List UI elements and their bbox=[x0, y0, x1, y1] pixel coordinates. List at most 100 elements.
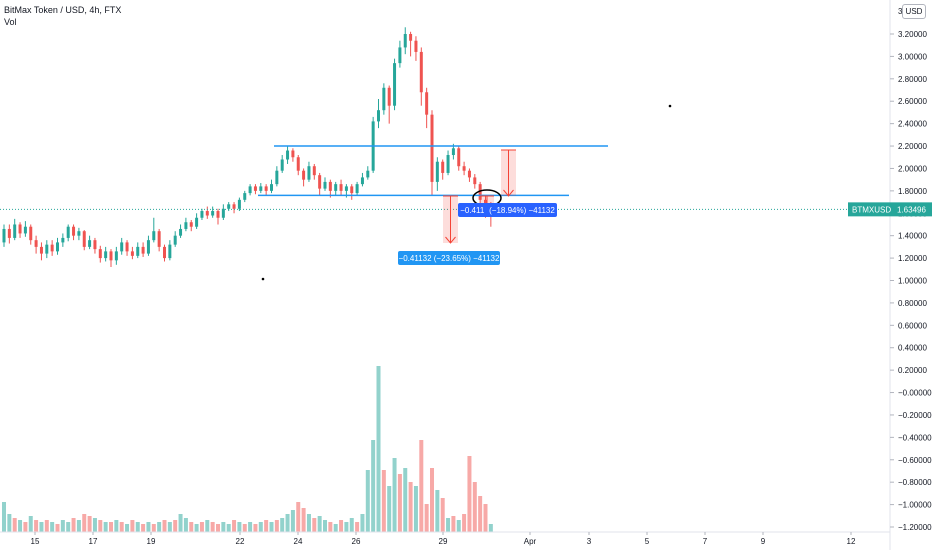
volume-bar bbox=[76, 520, 81, 532]
volume-bar bbox=[376, 366, 381, 532]
candle-body bbox=[2, 228, 6, 243]
volume-bar bbox=[151, 524, 156, 532]
candle-body bbox=[66, 226, 70, 238]
price-tick-label: −0.40000 bbox=[898, 433, 932, 442]
candle-body bbox=[366, 170, 370, 178]
volume-bar bbox=[349, 518, 354, 532]
volume-bar bbox=[2, 502, 6, 532]
volume-bar bbox=[146, 522, 151, 532]
candle-body bbox=[302, 170, 306, 180]
volume-bar bbox=[39, 522, 44, 532]
volume-bar bbox=[339, 520, 344, 532]
volume-bar bbox=[451, 516, 456, 532]
candle-body bbox=[296, 157, 300, 171]
time-tick-label: 15 bbox=[31, 537, 40, 546]
candle-body bbox=[248, 186, 252, 194]
volume-bar bbox=[216, 524, 220, 532]
volume-bar bbox=[483, 504, 488, 532]
candle-body bbox=[205, 211, 209, 216]
candle-body bbox=[446, 155, 450, 173]
volume-bar bbox=[87, 516, 92, 532]
volume-bar bbox=[253, 524, 258, 532]
drawings[interactable]: −0.411 (−18.94%) −41132 −0.41132 (−23.65%… bbox=[0, 104, 890, 281]
price-tick-label: 1.00000 bbox=[898, 277, 927, 286]
measure-down-1-arrow bbox=[445, 236, 456, 244]
volume-bar bbox=[478, 496, 483, 532]
price-tick-label: −0.20000 bbox=[898, 411, 932, 420]
price-tick-label: 0.40000 bbox=[898, 344, 927, 353]
volume-bar bbox=[226, 524, 231, 532]
candle-body bbox=[403, 34, 407, 48]
candle-body bbox=[39, 246, 43, 254]
volume-bar bbox=[333, 524, 338, 532]
currency-button[interactable]: USD bbox=[902, 4, 926, 19]
volume-bar bbox=[301, 508, 306, 532]
volume-bar bbox=[355, 522, 360, 532]
candle-body bbox=[253, 186, 257, 191]
candle-body bbox=[425, 92, 429, 115]
candlesticks bbox=[2, 27, 493, 268]
last-price-tag bbox=[848, 202, 932, 217]
volume-bar bbox=[472, 482, 477, 532]
volume-bar bbox=[157, 522, 162, 532]
volume-bar bbox=[269, 522, 274, 532]
candle-body bbox=[216, 211, 220, 218]
price-tick-label: 0.60000 bbox=[898, 321, 927, 330]
volume-bar bbox=[413, 486, 418, 532]
candle-body bbox=[104, 251, 108, 259]
candle-body bbox=[280, 159, 284, 171]
price-axis[interactable]: 3.20000 3.00000 2.80000 2.60000 2.40000 2.200… bbox=[848, 0, 932, 550]
volume-bar bbox=[23, 522, 28, 532]
candle-body bbox=[291, 150, 295, 158]
candle-body bbox=[56, 242, 59, 252]
volume-bar bbox=[360, 514, 365, 532]
volume-bar bbox=[189, 522, 194, 532]
candle-body bbox=[328, 181, 332, 191]
time-tick-label: 17 bbox=[89, 537, 98, 546]
candle-body bbox=[125, 242, 129, 252]
volume-bar bbox=[467, 456, 472, 532]
price-tick-label: −1.20000 bbox=[898, 523, 932, 532]
last-price-value: 1.63496 bbox=[897, 205, 926, 214]
measure-label-1: −0.411 (−18.94%) −41132 bbox=[460, 206, 555, 215]
volume-bar bbox=[237, 522, 242, 532]
candle-body bbox=[419, 51, 423, 93]
candle-body bbox=[312, 166, 316, 176]
candle-body bbox=[259, 186, 263, 191]
volume-bar bbox=[50, 522, 55, 532]
time-tick-label: 29 bbox=[439, 537, 448, 546]
volume-bar bbox=[221, 522, 226, 532]
candle-body bbox=[339, 184, 343, 191]
volume-bar bbox=[82, 514, 87, 532]
candle-body bbox=[45, 244, 49, 254]
candle-body bbox=[184, 222, 188, 229]
candle-body bbox=[264, 186, 268, 191]
price-tick-label: 2.80000 bbox=[898, 75, 927, 84]
volume-bar bbox=[98, 520, 103, 532]
price-tick-label: −0.80000 bbox=[898, 478, 932, 487]
candle-body bbox=[179, 228, 183, 236]
candle-body bbox=[211, 211, 215, 216]
time-axis[interactable]: 15 17 19 22 24 26 29 Apr 3 5 7 9 12 bbox=[0, 531, 890, 546]
candle-body bbox=[136, 246, 140, 256]
volume-bar bbox=[285, 514, 290, 532]
candle-body bbox=[409, 34, 413, 41]
volume-bar bbox=[12, 518, 17, 532]
candle-body bbox=[157, 231, 161, 247]
candle-body bbox=[360, 177, 364, 185]
volume-bar bbox=[365, 470, 370, 532]
candle-body bbox=[334, 184, 338, 191]
volume-bar bbox=[258, 522, 263, 532]
last-price-symbol: BTMXUSD bbox=[852, 205, 891, 214]
measure-label-2-bg bbox=[398, 251, 500, 265]
candle-body bbox=[430, 114, 434, 182]
candle-body bbox=[286, 150, 290, 160]
volume-bar bbox=[55, 524, 60, 532]
candle-body bbox=[355, 184, 359, 194]
volume-bar bbox=[296, 502, 301, 532]
candle-body bbox=[462, 166, 466, 171]
price-tick-label: 3. bbox=[898, 7, 905, 16]
candle-body bbox=[13, 224, 17, 238]
price-tick-label: 2.40000 bbox=[898, 120, 927, 129]
